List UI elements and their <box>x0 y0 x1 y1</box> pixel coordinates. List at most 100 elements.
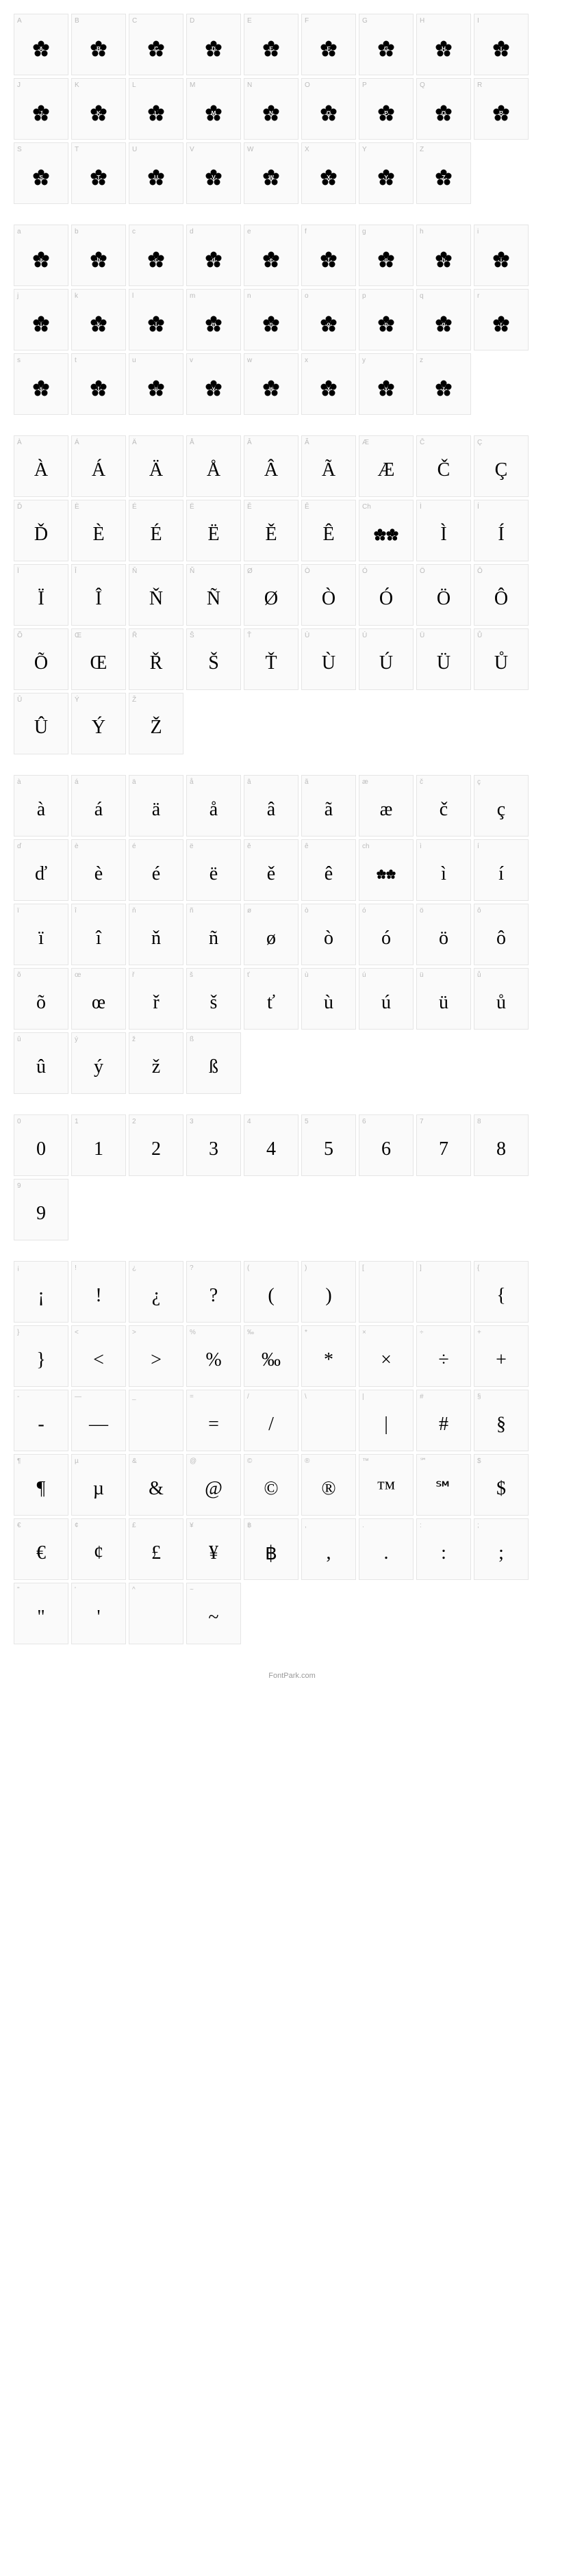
glyph-cell: kk <box>71 289 126 350</box>
glyph-cell: )) <box>301 1261 356 1323</box>
glyph-label: h <box>420 228 424 235</box>
glyph-display: Y <box>378 153 394 201</box>
glyph-cell: éé <box>129 839 183 901</box>
glyph-display: Q <box>435 89 452 136</box>
glyph-label: 4 <box>247 1118 251 1125</box>
glyph-display: e <box>263 235 279 283</box>
glyph-label: I <box>477 17 479 25</box>
glyph-display: ž <box>152 1043 160 1091</box>
svg-text:S: S <box>39 175 43 181</box>
glyph-cell: ww <box>244 353 299 415</box>
glyph-cell: èè <box>71 839 126 901</box>
glyph-display: d <box>205 235 222 283</box>
glyph-cell: ŤŤ <box>244 628 299 690</box>
glyph-label: Ì <box>420 503 422 511</box>
glyph-cell: ýý <box>71 1032 126 1094</box>
glyph-display: õ <box>36 979 46 1026</box>
glyph-cell: ÍÍ <box>474 500 529 561</box>
glyph-cell: AA <box>14 14 68 75</box>
glyph-cell: ÚÚ <box>359 628 414 690</box>
glyph-display: z <box>435 364 452 411</box>
glyph-cell: aa <box>14 225 68 286</box>
svg-text:z: z <box>442 385 445 392</box>
glyph-cell: rr <box>474 289 529 350</box>
glyph-cell: VV <box>186 142 241 204</box>
svg-text:t: t <box>98 385 100 392</box>
glyph-label: _ <box>132 1393 136 1401</box>
glyph-label: ì <box>420 843 422 850</box>
glyph-cell: ÉÉ <box>129 500 183 561</box>
glyph-cell: ÛÛ <box>14 693 68 754</box>
glyph-display: " <box>37 1594 45 1641</box>
glyph-display: Ø <box>264 575 278 622</box>
glyph-cell: ìì <box>416 839 471 901</box>
glyph-display: I <box>493 25 509 72</box>
glyph-label: - <box>17 1393 19 1401</box>
glyph-label: a <box>17 228 21 235</box>
glyph-display: Ö <box>437 575 450 622</box>
glyph-display: 1 <box>94 1125 103 1173</box>
glyph-cell: ®® <box>301 1454 356 1516</box>
glyph-cell: mm <box>186 289 241 350</box>
glyph-label: z <box>420 357 423 364</box>
glyph-label: Î <box>75 568 77 575</box>
glyph-label: > <box>132 1329 136 1336</box>
glyph-label: Ň <box>132 568 137 575</box>
glyph-cell: ĎĎ <box>14 500 68 561</box>
glyph-display: Ť <box>265 639 277 687</box>
glyph-display: č <box>440 786 448 833</box>
glyph-cell: ŮŮ <box>474 628 529 690</box>
glyph-cell: ZZ <box>416 142 471 204</box>
glyph-label: = <box>190 1393 194 1401</box>
glyph-grid: ¡¡!!¿¿??(())[]{{}}<<>>%%‰‰**××÷÷++--——_=… <box>14 1261 570 1644</box>
glyph-display: . <box>384 1529 389 1577</box>
glyph-label: / <box>247 1393 249 1401</box>
glyph-label: é <box>132 843 136 850</box>
glyph-label: § <box>477 1393 481 1401</box>
glyph-label: ú <box>362 971 366 979</box>
glyph-display: ï <box>38 915 44 962</box>
glyph-display: D <box>205 25 222 72</box>
glyph-label: Ô <box>477 568 483 575</box>
glyph-label: Ã <box>305 439 309 446</box>
glyph-cell: ØØ <box>244 564 299 626</box>
glyph-display: 9 <box>36 1190 46 1237</box>
glyph-label: ñ <box>190 907 194 915</box>
glyph-label: ¡ <box>17 1264 19 1272</box>
glyph-display: % <box>205 1336 221 1383</box>
glyph-label: ö <box>420 907 424 915</box>
glyph-display: O <box>320 89 337 136</box>
glyph-cell: && <box>129 1454 183 1516</box>
glyph-label: Í <box>477 503 479 511</box>
glyph-label: ü <box>420 971 424 979</box>
glyph-cell: gg <box>359 225 414 286</box>
glyph-label: ? <box>190 1264 194 1272</box>
glyph-display: H <box>435 25 452 72</box>
glyph-label: × <box>362 1329 366 1336</box>
glyph-cell: úú <box>359 968 414 1030</box>
glyph-label: Q <box>420 81 425 89</box>
glyph-display: X <box>320 153 337 201</box>
glyph-label: ¢ <box>75 1522 79 1529</box>
glyph-cell: ÙÙ <box>301 628 356 690</box>
glyph-label: C <box>132 17 137 25</box>
glyph-cell: ÇÇ <box>474 435 529 497</box>
glyph-cell: KK <box>71 78 126 140</box>
glyph-label: v <box>190 357 193 364</box>
glyph-label: Ï <box>17 568 19 575</box>
glyph-cell: 55 <box>301 1114 356 1176</box>
svg-text:y: y <box>385 385 388 392</box>
glyph-cell: HH <box>416 14 471 75</box>
glyph-display: ů <box>496 979 506 1026</box>
glyph-cell: üü <box>416 968 471 1030</box>
glyph-cell: SS <box>14 142 68 204</box>
glyph-label: B <box>75 17 79 25</box>
glyph-label: y <box>362 357 366 364</box>
svg-text:u: u <box>155 385 158 392</box>
glyph-display: 5 <box>324 1125 333 1173</box>
glyph-label: d <box>190 228 194 235</box>
glyph-display: 8 <box>496 1125 506 1173</box>
glyph-cell: JJ <box>14 78 68 140</box>
glyph-cell: hh <box>416 225 471 286</box>
glyph-label: m <box>190 292 195 300</box>
